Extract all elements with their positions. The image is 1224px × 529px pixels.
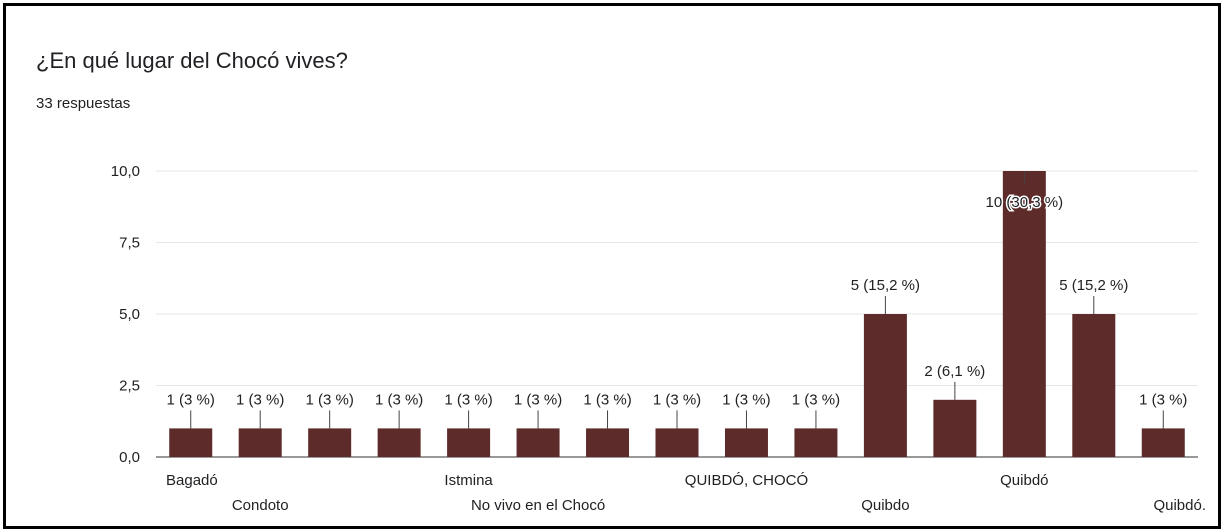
bar	[1072, 314, 1116, 457]
x-tick-label: No vivo en el Chocó	[471, 497, 605, 514]
chart-title: ¿En qué lugar del Chocó vives?	[36, 48, 348, 73]
bar	[169, 428, 213, 457]
bar	[377, 428, 421, 457]
bar	[238, 428, 282, 457]
data-label: 1 (3 %)	[375, 391, 423, 408]
x-tick-label: Quibdó	[1000, 472, 1048, 489]
bar	[447, 428, 491, 457]
x-tick-label: Quibdo	[861, 497, 909, 514]
bar	[724, 428, 768, 457]
x-tick-label: Istmina	[444, 472, 493, 489]
x-tick-label: Quibdó.	[1153, 497, 1206, 514]
data-label: 1 (3 %)	[444, 391, 492, 408]
data-label: 10 (30,3 %)	[986, 194, 1064, 211]
x-tick-label: QUIBDÓ, CHOCÓ	[685, 472, 808, 489]
data-label: 1 (3 %)	[514, 391, 562, 408]
x-tick-label: Bagadó	[166, 472, 218, 489]
bar	[655, 428, 699, 457]
data-label: 1 (3 %)	[583, 391, 631, 408]
bar	[794, 428, 838, 457]
data-label: 2 (6,1 %)	[924, 363, 985, 380]
chart-card: ¿En qué lugar del Chocó vives? 33 respue…	[3, 3, 1221, 529]
data-label: 1 (3 %)	[167, 391, 215, 408]
bar	[1141, 428, 1185, 457]
data-label: 1 (3 %)	[722, 391, 770, 408]
y-tick-label: 2,5	[119, 378, 140, 395]
response-count: 33 respuestas	[36, 95, 131, 112]
y-tick-label: 7,5	[119, 235, 140, 252]
data-label: 1 (3 %)	[653, 391, 701, 408]
data-label: 5 (15,2 %)	[851, 277, 920, 294]
bar	[933, 399, 977, 457]
bar	[1002, 171, 1046, 457]
bar	[308, 428, 352, 457]
data-label: 5 (15,2 %)	[1059, 277, 1128, 294]
data-label: 1 (3 %)	[1139, 391, 1187, 408]
x-tick-label: Condoto	[232, 497, 289, 514]
bar-chart: 0,0 2,5 5,0 7,5 10,0 1 (3 %) 1 (3 %) 1 (3 %) 1 (…	[111, 163, 1206, 514]
data-label: 1 (3 %)	[792, 391, 840, 408]
data-label: 1 (3 %)	[305, 391, 353, 408]
y-tick-label: 0,0	[119, 449, 140, 466]
bar	[586, 428, 630, 457]
y-tick-label: 5,0	[119, 306, 140, 323]
bar	[516, 428, 560, 457]
y-tick-label: 10,0	[111, 163, 140, 180]
bar	[863, 314, 907, 457]
data-label: 1 (3 %)	[236, 391, 284, 408]
